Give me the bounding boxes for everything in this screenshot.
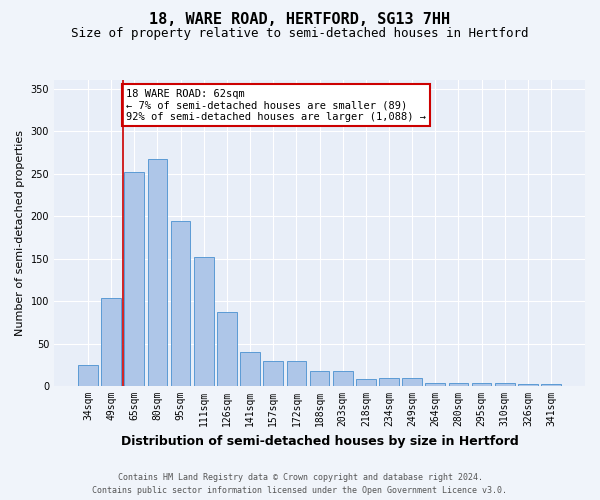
Bar [194,257,214,386]
Bar [356,380,376,386]
X-axis label: Distribution of semi-detached houses by size in Hertford: Distribution of semi-detached houses by … [121,434,518,448]
Bar [333,371,353,386]
Text: Size of property relative to semi-detached houses in Hertford: Size of property relative to semi-detach… [71,28,529,40]
Text: 18, WARE ROAD, HERTFORD, SG13 7HH: 18, WARE ROAD, HERTFORD, SG13 7HH [149,12,451,28]
Bar [78,365,98,386]
Bar [449,382,468,386]
Bar [379,378,399,386]
Bar [148,159,167,386]
Bar [171,221,190,386]
Bar [124,172,144,386]
Text: Contains HM Land Registry data © Crown copyright and database right 2024.
Contai: Contains HM Land Registry data © Crown c… [92,474,508,495]
Bar [240,352,260,386]
Bar [287,360,306,386]
Bar [495,382,515,386]
Bar [518,384,538,386]
Bar [541,384,561,386]
Text: 18 WARE ROAD: 62sqm
← 7% of semi-detached houses are smaller (89)
92% of semi-de: 18 WARE ROAD: 62sqm ← 7% of semi-detache… [126,88,426,122]
Bar [101,298,121,386]
Bar [472,382,491,386]
Bar [217,312,237,386]
Bar [310,371,329,386]
Bar [263,360,283,386]
Y-axis label: Number of semi-detached properties: Number of semi-detached properties [15,130,25,336]
Bar [425,382,445,386]
Bar [402,378,422,386]
